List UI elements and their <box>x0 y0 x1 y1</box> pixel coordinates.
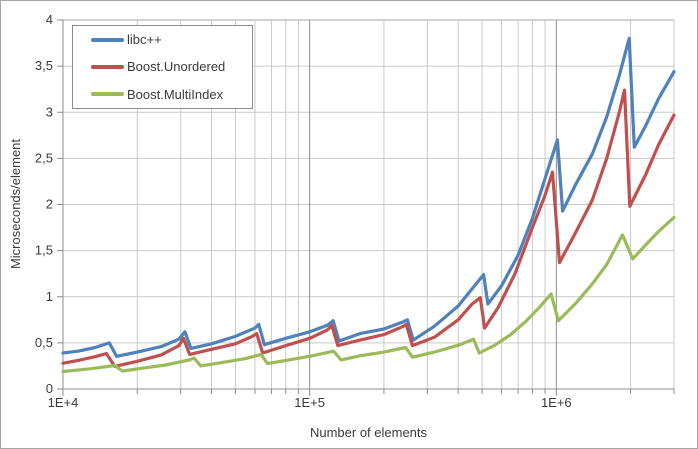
y-tick-label: 2,5 <box>35 150 53 165</box>
legend-label: Boost.MultiIndex <box>127 86 224 102</box>
legend-swatch-libcpp <box>91 37 124 42</box>
y-axis-title: Microseconds/element <box>8 138 23 270</box>
x-tick-label: 1E+6 <box>541 395 572 410</box>
legend-item-boost-multiindex: Boost.MultiIndex <box>91 81 252 108</box>
y-tick-label: 2 <box>46 197 53 212</box>
series-line-boost-multiindex <box>61 215 676 374</box>
x-axis-title: Number of elements <box>309 425 428 440</box>
series-line-libcpp <box>61 36 676 358</box>
x-tick-label: 1E+5 <box>294 395 325 410</box>
y-tick-label: 3,5 <box>35 58 53 73</box>
y-tick-label: 3 <box>46 104 53 119</box>
legend: libc++ Boost.Unordered Boost.MultiIndex <box>72 25 253 109</box>
legend-item-boost-unordered: Boost.Unordered <box>91 53 252 80</box>
y-tick-label: 1 <box>46 289 53 304</box>
y-tick-label: 4 <box>46 12 53 27</box>
legend-swatch-boost-unordered <box>91 64 124 69</box>
y-tick-label: 0,5 <box>35 335 53 350</box>
x-tick-label: 1E+4 <box>48 395 79 410</box>
y-tick-label: 0 <box>46 381 53 396</box>
legend-label: libc++ <box>127 32 162 48</box>
legend-swatch-boost-multiindex <box>91 92 124 97</box>
legend-item-libcpp: libc++ <box>91 26 252 53</box>
series-line-boost-unordered <box>61 88 676 368</box>
y-tick-label: 1,5 <box>35 243 53 258</box>
legend-label: Boost.Unordered <box>127 59 226 75</box>
